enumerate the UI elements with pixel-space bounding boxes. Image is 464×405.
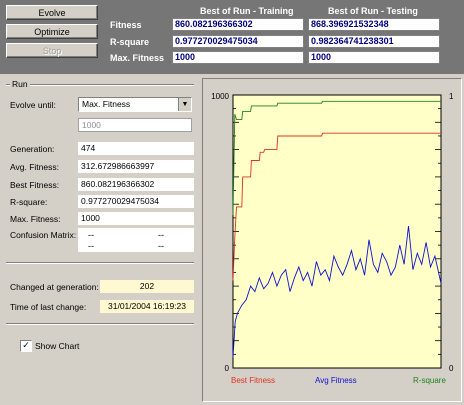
legend-avg-fitness: Avg Fitness (315, 376, 357, 385)
evolve-until-target-input[interactable]: 1000 (78, 118, 192, 132)
confusion-cell: -- (158, 230, 164, 240)
plot-area (232, 94, 442, 369)
run-group-title: Run (10, 79, 30, 89)
fitness-chart: 1000 0 1 0 Best Fitness Avg Fitness R-sq… (211, 92, 454, 385)
testing-r-square-value: 0.982364741238301 (308, 35, 440, 48)
right-axis-max-label: 1 (449, 92, 454, 101)
time-of-change-label: Time of last change: (10, 302, 87, 312)
generation-value: 474 (78, 142, 194, 155)
legend-best-fitness: Best Fitness (231, 376, 275, 385)
max-fitness-row-label: Max. Fitness (110, 53, 165, 63)
confusion-cell: -- (88, 241, 94, 251)
r-square-row-label: R-square (110, 37, 150, 47)
series-line-r-square (232, 100, 441, 216)
series-lines (232, 100, 442, 358)
changed-at-label: Changed at generation: (10, 282, 99, 292)
avg-fitness-value: 312.672986663997 (78, 160, 194, 173)
fitness-row-label: Fitness (110, 20, 142, 30)
max-fitness-value: 1000 (78, 212, 194, 225)
left-axis-max-label: 1000 (211, 92, 229, 101)
left-axis-min-label: 0 (225, 364, 230, 373)
training-max-fitness-value: 1000 (172, 51, 304, 64)
avg-fitness-label: Avg. Fitness: (10, 162, 59, 172)
right-axis-min-label: 0 (449, 364, 454, 373)
testing-header: Best of Run - Testing (328, 6, 418, 16)
evolve-until-label: Evolve until: (10, 100, 56, 110)
divider (6, 262, 194, 264)
evolve-button[interactable]: Evolve (6, 5, 98, 20)
best-fitness-value: 860.082196366302 (78, 178, 194, 191)
run-panel: Run Evolve until: Max. Fitness ▼ 1000 Ge… (0, 76, 199, 405)
series-line-best-fitness (232, 132, 441, 281)
training-r-square-value: 0.977270029475034 (172, 35, 304, 48)
legend-r-square: R-square (413, 376, 446, 385)
evolve-until-select[interactable]: Max. Fitness ▼ (78, 97, 192, 112)
best-fitness-label: Best Fitness: (10, 180, 60, 190)
show-chart-checkbox[interactable]: ✓ (20, 340, 32, 352)
training-fitness-value: 860.082196366302 (172, 18, 304, 31)
chevron-down-icon[interactable]: ▼ (178, 98, 191, 111)
stop-button[interactable]: Stop (6, 43, 98, 58)
run-group-line (6, 84, 194, 86)
max-fitness-label: Max. Fitness: (10, 214, 61, 224)
confusion-cell: -- (88, 230, 94, 240)
generation-label: Generation: (10, 144, 55, 154)
confusion-cell: -- (158, 241, 164, 251)
axis-ticks (233, 94, 441, 369)
evolve-until-value: Max. Fitness (82, 99, 131, 109)
chart-panel: 1000 0 1 0 Best Fitness Avg Fitness R-sq… (202, 78, 462, 402)
show-chart-label[interactable]: Show Chart (35, 341, 80, 351)
series-line-avg-fitness (232, 225, 442, 358)
r-square-label: R-square: (10, 197, 48, 207)
training-header: Best of Run - Training (200, 6, 294, 16)
r-square-value: 0.977270029475034 (78, 195, 194, 208)
confusion-matrix-label: Confusion Matrix: (10, 230, 77, 240)
optimize-button[interactable]: Optimize (6, 24, 98, 39)
changed-at-value: 202 (100, 280, 194, 293)
time-of-change-value: 31/01/2004 16:19:23 (100, 300, 194, 313)
divider (6, 323, 194, 325)
testing-fitness-value: 868.396921532348 (308, 18, 440, 31)
best-of-run-panel: Evolve Optimize Stop Best of Run - Train… (0, 0, 464, 74)
testing-max-fitness-value: 1000 (308, 51, 440, 64)
confusion-matrix: -- -- -- -- (78, 228, 194, 252)
